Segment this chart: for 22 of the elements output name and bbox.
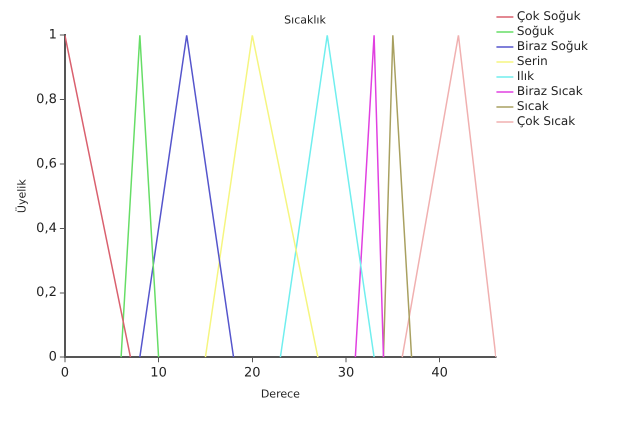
x-tick-label: 10 [150, 365, 167, 380]
chart-title: Sıcaklık [284, 13, 326, 26]
x-tick-label: 20 [244, 365, 261, 380]
x-tick-label: 30 [338, 365, 354, 380]
legend-label: Soğuk [516, 24, 554, 38]
y-tick-label: 0,4 [36, 220, 57, 236]
y-tick-label: 0,6 [36, 156, 57, 172]
legend-label: Sıcak [516, 99, 549, 114]
x-axis-title: Derece [260, 387, 300, 400]
legend-label: Biraz Sıcak [516, 84, 583, 98]
legend-label: Biraz Soğuk [516, 39, 588, 54]
legend-label: Çok Sıcak [516, 114, 576, 128]
legend-label: Ilık [516, 69, 534, 84]
y-axis-title: Üyelik [14, 178, 28, 214]
y-tick-label: 0 [48, 350, 57, 365]
y-tick-label: 1 [48, 28, 57, 43]
y-tick-label: 0,8 [36, 92, 57, 107]
legend-label: Çok Soğuk [516, 9, 581, 24]
x-tick-label: 0 [60, 365, 70, 380]
legend-label: Serin [516, 54, 548, 68]
x-tick-label: 40 [431, 365, 448, 380]
y-tick-label: 0,2 [36, 285, 57, 300]
